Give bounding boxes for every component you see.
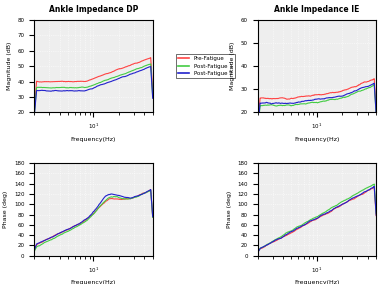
X-axis label: Frequency(Hz): Frequency(Hz) [294,280,340,284]
Title: Ankle Impedance IE: Ankle Impedance IE [274,5,359,14]
X-axis label: Frequency(Hz): Frequency(Hz) [294,137,340,142]
Title: Ankle Impedance DP: Ankle Impedance DP [49,5,138,14]
Legend: Pre-Fatigue, Post-Fatigue 1, Post-Fatigue 2: Pre-Fatigue, Post-Fatigue 1, Post-Fatigu… [176,54,234,78]
Y-axis label: Phase (deg): Phase (deg) [227,191,232,228]
Y-axis label: Magnitude (dB): Magnitude (dB) [7,42,12,90]
Y-axis label: Magnitude (dB): Magnitude (dB) [230,42,236,90]
Y-axis label: Phase (deg): Phase (deg) [3,191,8,228]
X-axis label: Frequency(Hz): Frequency(Hz) [71,137,116,142]
X-axis label: Frequency(Hz): Frequency(Hz) [71,280,116,284]
